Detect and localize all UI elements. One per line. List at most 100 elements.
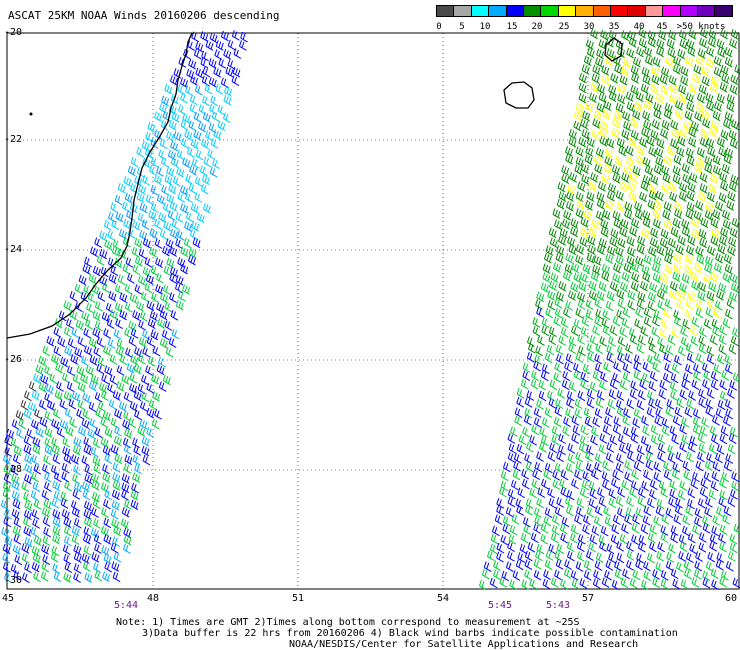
wind-barb: [170, 93, 179, 105]
wind-barb: [709, 82, 718, 93]
wind-barb: [560, 317, 569, 328]
wind-barb: [642, 74, 651, 86]
wind-barb: [575, 461, 584, 472]
wind-barb: [673, 309, 682, 321]
wind-barb: [699, 137, 708, 148]
wind-barb: [597, 83, 606, 95]
wind-barb: [641, 127, 650, 138]
wind-barb: [54, 389, 63, 401]
wind-barb: [12, 525, 21, 537]
wind-barb: [720, 425, 729, 437]
wind-barb: [681, 416, 689, 428]
wind-barb: [602, 209, 611, 220]
wind-barb: [11, 480, 20, 491]
wind-barb: [101, 373, 109, 385]
wind-barb: [4, 435, 12, 447]
wind-barb: [671, 128, 680, 139]
wind-barb: [103, 328, 111, 339]
wind-barb: [114, 257, 123, 269]
wind-barb: [12, 498, 21, 510]
wind-barb: [182, 157, 191, 168]
wind-barb: [144, 257, 153, 268]
wind-barb: [669, 280, 678, 292]
wind-barb: [716, 444, 725, 455]
wind-barb: [209, 104, 217, 115]
lat-label: -28: [4, 464, 23, 475]
wind-barb: [662, 372, 671, 384]
wind-barb: [30, 526, 39, 538]
wind-barb: [669, 83, 678, 94]
wind-barb: [541, 325, 550, 337]
wind-barb: [675, 244, 684, 255]
wind-barb: [728, 433, 737, 444]
wind-barb: [567, 453, 576, 464]
wind-barb: [110, 508, 119, 520]
wind-barb: [592, 578, 601, 589]
wind-barb: [74, 283, 83, 295]
wind-barb: [620, 577, 629, 589]
wind-barb: [208, 76, 217, 88]
wind-barb: [611, 523, 620, 535]
wind-barb: [601, 65, 610, 76]
wind-barb: [123, 527, 132, 539]
wind-barb: [92, 327, 101, 339]
wind-barb: [101, 545, 110, 556]
wind-barb: [580, 371, 589, 383]
wind-barb: [200, 183, 209, 195]
footnote-line-1: Note: 1) Times are GMT 2)Times along bot…: [116, 617, 580, 628]
wind-barb: [573, 120, 582, 132]
wind-barb: [35, 364, 44, 376]
wind-barb: [642, 425, 650, 436]
wind-barb: [124, 454, 133, 466]
wind-barb: [728, 236, 737, 248]
wind-barb: [673, 263, 682, 274]
wind-barb: [664, 253, 673, 265]
wind-barb: [619, 226, 628, 238]
wind-barb: [608, 182, 616, 194]
wind-barb: [669, 488, 678, 500]
wind-barb: [647, 37, 656, 48]
wind-barb: [565, 146, 574, 157]
wind-barb: [227, 39, 236, 51]
wind-barb: [108, 291, 117, 302]
wind-barb: [159, 337, 168, 349]
wind-barb: [637, 541, 646, 553]
wind-barb: [18, 418, 27, 430]
wind-barb: [144, 147, 153, 159]
wind-barb: [61, 509, 70, 520]
wind-barb: [539, 426, 548, 438]
wind-barb: [695, 551, 703, 562]
wind-barb: [610, 73, 619, 84]
wind-barb: [92, 498, 101, 509]
legend-label: 40: [633, 22, 645, 32]
wind-barb: [591, 426, 599, 437]
wind-barb: [622, 426, 631, 438]
wind-barb: [81, 481, 90, 492]
wind-barb: [44, 437, 53, 449]
wind-barb: [608, 552, 616, 564]
wind-barb: [696, 254, 705, 265]
wind-barb: [629, 334, 638, 345]
wind-barb: [591, 73, 600, 84]
wind-barb: [99, 275, 108, 287]
wind-barb: [728, 129, 737, 141]
wind-barb: [16, 428, 24, 439]
wind-barb: [691, 228, 700, 240]
legend-swatch: [557, 5, 577, 17]
wind-barb: [225, 66, 234, 78]
wind-barb: [734, 64, 740, 75]
wind-barb: [2, 489, 11, 500]
wind-barb: [706, 137, 715, 149]
wind-barb: [53, 471, 62, 483]
wind-barb: [500, 470, 509, 482]
wind-barb: [646, 407, 655, 418]
wind-barb: [210, 95, 218, 107]
wind-barb: [51, 444, 60, 456]
wind-barb: [604, 163, 612, 175]
legend-label: 20: [531, 22, 543, 32]
wind-barb: [13, 570, 22, 581]
wind-barb: [699, 171, 708, 183]
wind-barb: [581, 479, 590, 491]
wind-barb: [698, 343, 707, 355]
wind-barb: [622, 568, 630, 580]
